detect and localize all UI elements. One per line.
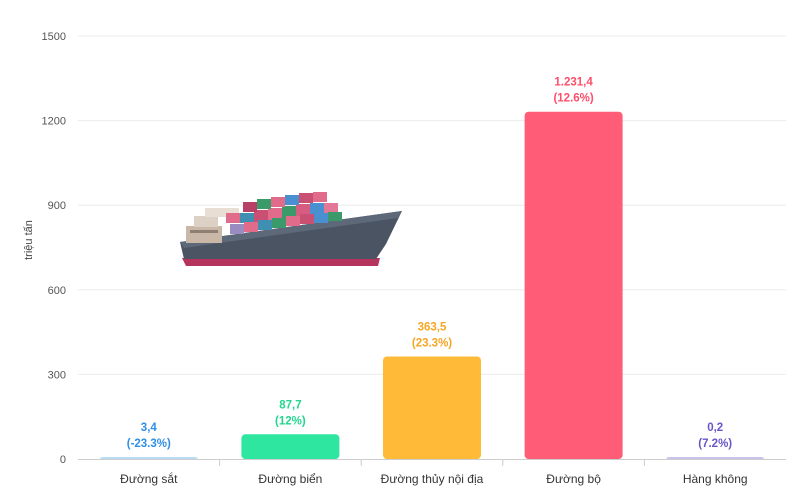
value-label: 0,2	[707, 422, 723, 434]
x-axis-labels: Đường sắt Đường biển Đường thủy nội địa Đườ…	[120, 471, 747, 486]
y-tick-label: 600	[48, 285, 66, 297]
bar	[99, 457, 198, 459]
value-label: 363,5	[418, 321, 447, 333]
bar	[241, 434, 340, 459]
x-axis-label: Đường thủy nội địa	[381, 472, 484, 486]
y-tick-label: 1500	[42, 31, 66, 43]
y-tick-label: 1200	[42, 116, 66, 128]
change-label: (-23.3%)	[127, 438, 171, 450]
y-tick-label: 0	[60, 454, 66, 466]
change-label: (12.6%)	[553, 93, 593, 105]
x-axis-label: Hàng không	[683, 472, 748, 486]
cargo-ship-icon	[180, 192, 402, 266]
bar	[666, 457, 765, 459]
x-axis-label: Đường bộ	[546, 472, 601, 486]
x-axis	[78, 459, 786, 466]
value-label: 87,7	[279, 399, 301, 411]
value-label: 1.231,4	[554, 77, 593, 89]
change-label: (23.3%)	[412, 337, 452, 349]
x-axis-label: Đường sắt	[120, 471, 178, 486]
value-labels: 3,4 87,7 363,5 1.231,4 0,2	[141, 77, 723, 434]
y-axis-title: triệu tấn	[23, 220, 35, 260]
change-label: (7.2%)	[698, 438, 732, 450]
grid-lines	[78, 35, 786, 375]
change-labels: (-23.3%) (12%) (23.3%) (12.6%) (7.2%)	[127, 93, 733, 450]
y-tick-label: 900	[48, 200, 66, 212]
bar	[524, 111, 623, 459]
y-axis-ticks: 0 300 600 900 1200 1500	[42, 31, 66, 466]
x-axis-label: Đường biển	[258, 472, 322, 486]
value-label: 3,4	[141, 422, 158, 434]
change-label: (12%)	[275, 415, 306, 427]
bar	[383, 356, 481, 459]
bars	[99, 111, 765, 459]
y-tick-label: 300	[48, 369, 66, 381]
